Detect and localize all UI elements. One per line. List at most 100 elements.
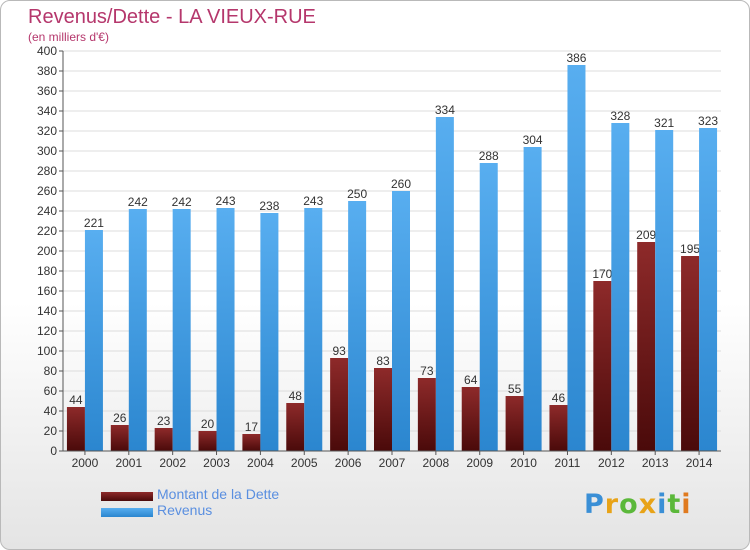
bar-revenue (435, 117, 454, 451)
data-label-revenue: 304 (523, 133, 543, 147)
y-tick-label: 300 (37, 144, 57, 158)
bar-revenue (348, 201, 367, 451)
y-tick-label: 60 (44, 384, 58, 398)
bar-revenue (216, 208, 235, 451)
y-tick-label: 380 (37, 64, 57, 78)
data-label-debt: 48 (289, 389, 303, 403)
data-label-debt: 20 (201, 417, 215, 431)
y-tick-label: 400 (37, 44, 57, 58)
data-label-debt: 23 (157, 414, 171, 428)
y-tick-label: 240 (37, 204, 57, 218)
logo-letter: r (604, 489, 620, 520)
data-label-revenue: 243 (303, 194, 323, 208)
logo-letter: x (638, 489, 658, 520)
legend-swatch-revenue (101, 508, 153, 517)
bar-revenue (128, 209, 147, 451)
bars: 44 221 26 242 23 242 20 243 17 238 48 243 93 250 83 260… (66, 51, 718, 451)
data-label-debt: 83 (376, 354, 390, 368)
y-tick-label: 120 (37, 324, 57, 338)
bar-debt (198, 431, 217, 451)
x-tick-label: 2007 (379, 456, 406, 470)
bar-revenue (84, 230, 103, 451)
bar-debt (286, 403, 305, 451)
data-label-debt: 26 (113, 411, 127, 425)
x-tick-label: 2004 (247, 456, 274, 470)
y-tick-label: 140 (37, 304, 57, 318)
y-tick-label: 40 (44, 404, 58, 418)
x-tick-label: 2009 (466, 456, 493, 470)
y-tick-label: 260 (37, 184, 57, 198)
data-label-debt: 209 (636, 228, 656, 242)
legend-label-debt: Montant de la Dette (157, 486, 280, 502)
data-label-revenue: 334 (435, 103, 455, 117)
chart-subtitle: (en milliers d'€) (28, 30, 109, 44)
data-label-debt: 195 (680, 242, 700, 256)
x-axis-ticks: 2000 2001 2002 2003 2004 2005 2006 2007 2008 2009… (63, 450, 721, 470)
bar-debt (110, 425, 129, 451)
data-label-revenue: 242 (172, 195, 192, 209)
data-label-revenue: 250 (347, 187, 367, 201)
y-tick-label: 200 (37, 244, 57, 258)
bar-debt (417, 378, 436, 451)
data-label-revenue: 288 (479, 149, 499, 163)
bar-debt (330, 358, 349, 451)
x-tick-label: 2001 (115, 456, 142, 470)
data-label-debt: 93 (332, 344, 346, 358)
logo-letter: i (681, 489, 692, 520)
data-label-revenue: 328 (610, 109, 630, 123)
bar-debt (374, 368, 392, 451)
bar-debt (637, 242, 656, 451)
logo-letter: i (657, 489, 668, 520)
bar-revenue (172, 209, 191, 451)
bar-revenue (260, 213, 279, 451)
data-label-revenue: 386 (566, 51, 586, 65)
x-tick-label: 2013 (642, 456, 669, 470)
legend-label-revenue: Revenus (157, 502, 213, 518)
y-tick-label: 280 (37, 164, 57, 178)
y-tick-label: 0 (50, 444, 57, 458)
bar-revenue (567, 65, 586, 451)
y-tick-label: 80 (44, 364, 58, 378)
data-label-debt: 55 (508, 382, 522, 396)
proxiti-logo: Proxiti (584, 489, 692, 520)
bar-revenue (523, 147, 542, 451)
y-tick-label: 20 (44, 424, 58, 438)
bar-debt (593, 281, 612, 451)
data-label-debt: 170 (592, 267, 612, 281)
y-tick-label: 360 (37, 84, 57, 98)
data-label-revenue: 242 (128, 195, 148, 209)
data-label-revenue: 260 (391, 177, 411, 191)
logo-letter: o (619, 489, 639, 520)
logo-letter: P (584, 489, 605, 520)
bar-revenue (699, 128, 718, 451)
y-tick-label: 320 (37, 124, 57, 138)
x-tick-label: 2006 (335, 456, 362, 470)
data-label-revenue: 243 (216, 194, 236, 208)
x-tick-label: 2010 (510, 456, 537, 470)
bar-debt (154, 428, 173, 451)
data-label-revenue: 221 (84, 216, 104, 230)
bar-revenue (392, 191, 410, 451)
bar-debt (505, 396, 524, 451)
x-tick-label: 2003 (203, 456, 230, 470)
x-tick-label: 2012 (598, 456, 625, 470)
bar-revenue (655, 130, 674, 451)
data-label-revenue: 323 (698, 114, 718, 128)
y-tick-label: 340 (37, 104, 57, 118)
data-label-debt: 64 (464, 373, 478, 387)
data-label-debt: 46 (552, 391, 566, 405)
x-tick-label: 2000 (72, 456, 99, 470)
y-tick-label: 160 (37, 284, 57, 298)
data-label-revenue: 321 (654, 116, 674, 130)
legend-swatch-debt (101, 492, 153, 501)
x-tick-label: 2008 (423, 456, 450, 470)
bar-debt (66, 407, 85, 451)
y-tick-label: 180 (37, 264, 57, 278)
x-tick-label: 2014 (686, 456, 713, 470)
y-tick-label: 220 (37, 224, 57, 238)
bar-revenue (611, 123, 630, 451)
data-label-debt: 44 (69, 393, 83, 407)
x-tick-label: 2011 (555, 456, 581, 470)
